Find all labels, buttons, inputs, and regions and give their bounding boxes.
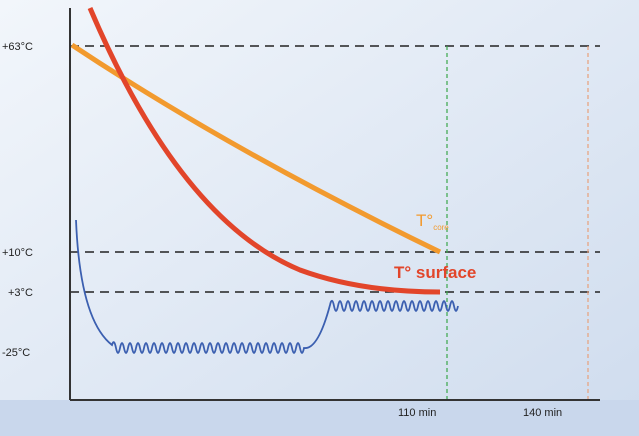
x-label: 110 min (398, 407, 436, 419)
surface-label: T° surface (394, 263, 476, 282)
core-label-main: T° (416, 211, 433, 230)
reference-lines (70, 45, 600, 293)
x-label: 140 min (523, 407, 562, 419)
y-label: +10°C (2, 247, 33, 259)
y-label: -25°C (2, 347, 30, 359)
surface-curve (87, 7, 441, 295)
y-label: +63°C (2, 41, 33, 53)
core-curve (70, 42, 442, 255)
core-label: T°core (416, 211, 449, 232)
ambient-curve (75, 219, 459, 354)
y-label: +3°C (8, 287, 33, 299)
bottom-band (0, 400, 639, 436)
core-label-sub: core (433, 223, 449, 232)
